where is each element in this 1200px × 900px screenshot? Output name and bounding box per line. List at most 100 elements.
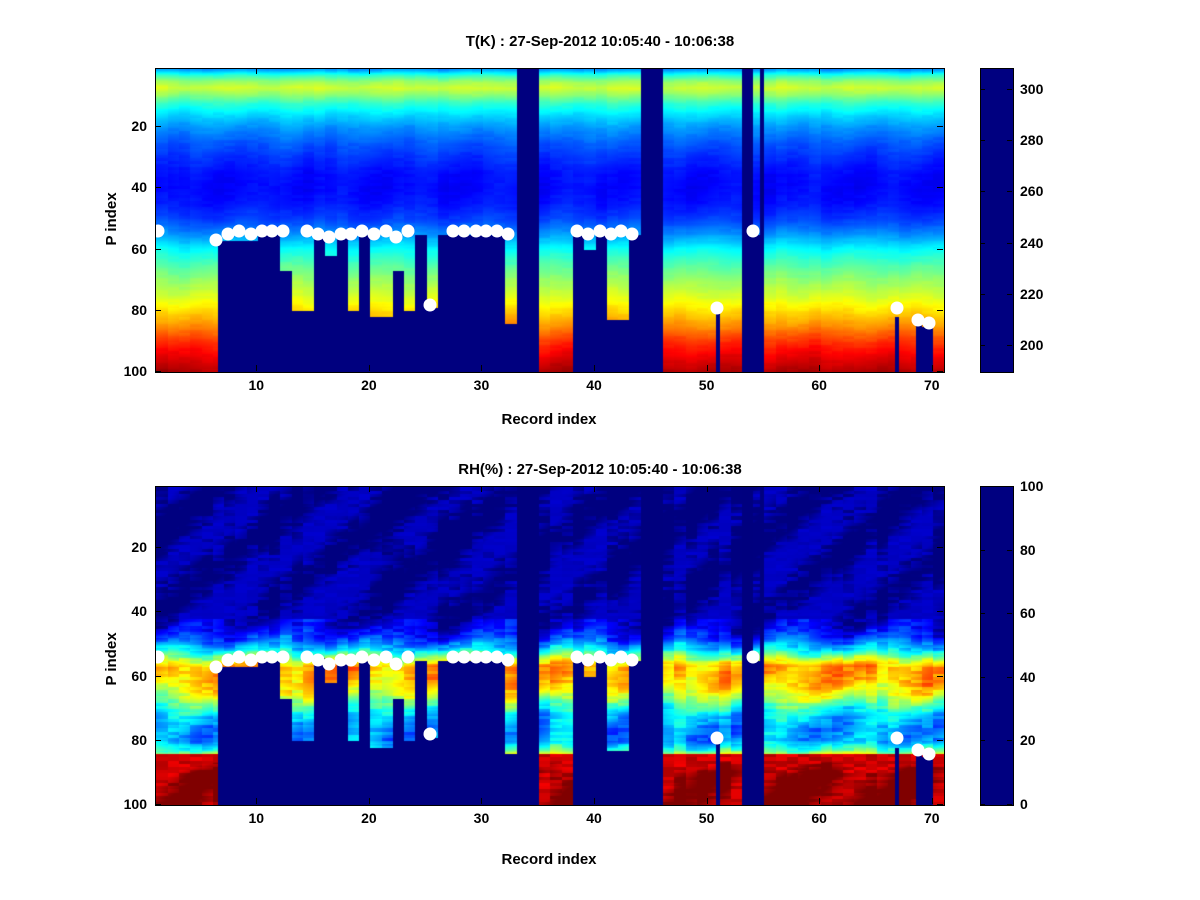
- colorbar-tick-label: 240: [1020, 234, 1044, 251]
- x-tick-mark: [706, 365, 708, 371]
- x-tick-label: 50: [698, 377, 715, 393]
- x-tick-mark-top: [256, 486, 258, 492]
- x-tick-mark-top: [819, 486, 821, 492]
- colorbar-tick-mark-right: [1007, 740, 1012, 742]
- y-tick-mark: [155, 126, 161, 128]
- x-tick-mark: [819, 365, 821, 371]
- plot-title-temperature: T(K) : 27-Sep-2012 10:05:40 - 10:06:38: [465, 33, 735, 50]
- colorbar-tick-mark-right: [1007, 804, 1012, 805]
- panel-temperature: T(K) : 27-Sep-2012 10:05:40 - 10:06:38 1…: [103, 33, 1044, 428]
- y-tick-label: 80: [131, 301, 147, 318]
- colorbar-tick-label: 40: [1020, 668, 1036, 685]
- colorbar-tick-mark-right: [1007, 676, 1012, 678]
- y-tick-mark: [155, 309, 161, 311]
- colorbar-tick-mark-left: [980, 88, 985, 90]
- x-tick-label: 60: [811, 810, 827, 826]
- y-tick-label: 60: [131, 667, 147, 684]
- x-tick-mark-top: [368, 68, 370, 74]
- colorbar-tick-mark-right: [1007, 345, 1012, 347]
- y-tick-label: 100: [123, 363, 147, 379]
- y-tick-mark-right: [937, 126, 943, 128]
- x-tick-label: 40: [586, 810, 602, 826]
- y-tick-label: 20: [131, 118, 147, 135]
- x-tick-mark-top: [481, 486, 483, 492]
- colorbar-relative-humidity[interactable]: [980, 486, 1014, 806]
- x-axis-label-relative-humidity: Record index: [501, 851, 597, 868]
- heatmap-canvas-relative-humidity: [156, 487, 944, 805]
- colorbar-tick-mark-left: [980, 345, 985, 347]
- y-tick-mark: [155, 187, 161, 189]
- x-tick-mark: [368, 365, 370, 371]
- y-tick-mark: [155, 804, 161, 805]
- colorbar-tick-label: 220: [1020, 285, 1044, 302]
- x-tick-label: 20: [361, 377, 377, 393]
- colorbar-tick-mark-left: [980, 293, 985, 295]
- x-tick-label: 20: [361, 810, 377, 826]
- x-tick-mark: [368, 798, 370, 804]
- x-tick-mark-top: [481, 68, 483, 74]
- colorbar-tick-label: 300: [1020, 80, 1044, 97]
- x-tick-mark-top: [931, 486, 933, 492]
- plot-title-relative-humidity: RH(%) : 27-Sep-2012 10:05:40 - 10:06:38: [458, 461, 742, 478]
- colorbar-tick-mark-right: [1007, 139, 1012, 141]
- x-tick-label: 50: [698, 810, 715, 826]
- y-tick-mark: [155, 611, 161, 613]
- x-tick-label: 30: [473, 377, 490, 393]
- x-tick-mark-top: [706, 68, 708, 74]
- y-tick-label: 100: [123, 796, 147, 812]
- colorbar-tick-label: 200: [1020, 337, 1044, 354]
- y-tick-label: 60: [131, 240, 147, 257]
- heatmap-canvas-temperature: [156, 69, 944, 372]
- colorbar-tick-mark-left: [980, 740, 985, 742]
- colorbar-tick-mark-left: [980, 139, 985, 141]
- colorbar-tick-mark-right: [1007, 293, 1012, 295]
- colorbar-tick-mark-left: [980, 191, 985, 193]
- x-tick-mark: [594, 365, 596, 371]
- colorbar-tick-mark-left: [980, 676, 985, 678]
- colorbar-tick-mark-right: [1007, 549, 1012, 551]
- colorbar-tick-label: 260: [1020, 183, 1044, 200]
- x-axis-label-temperature: Record index: [501, 411, 597, 428]
- colorbar-tick-mark-left: [980, 613, 985, 615]
- x-tick-mark-top: [931, 68, 933, 74]
- y-tick-mark-right: [937, 675, 943, 677]
- x-tick-mark: [481, 798, 483, 804]
- y-tick-label: 80: [131, 731, 147, 748]
- x-tick-mark: [256, 365, 258, 371]
- heatmap-axes-temperature[interactable]: [155, 68, 945, 373]
- colorbar-temperature[interactable]: [980, 68, 1014, 373]
- colorbar-tick-label: 280: [1020, 131, 1044, 148]
- x-tick-mark-top: [368, 486, 370, 492]
- colorbar-tick-mark-left: [980, 549, 985, 551]
- colorbar-tick-mark-left: [980, 242, 985, 244]
- colorbar-tick-label: 80: [1020, 541, 1036, 558]
- x-tick-mark: [819, 798, 821, 804]
- x-tick-mark-top: [256, 68, 258, 74]
- y-axis-label-relative-humidity: P index: [103, 632, 120, 686]
- x-tick-mark: [931, 365, 933, 371]
- x-tick-label: 60: [811, 377, 827, 393]
- x-tick-label: 70: [923, 377, 940, 393]
- x-tick-mark: [256, 798, 258, 804]
- colorbar-tick-mark-right: [1007, 486, 1012, 487]
- y-tick-label: 20: [131, 539, 147, 556]
- colorbar-tick-mark-right: [1007, 191, 1012, 193]
- y-tick-mark-right: [937, 804, 943, 805]
- y-tick-mark-right: [937, 547, 943, 549]
- colorbar-tick-mark-left: [980, 486, 985, 487]
- x-tick-label: 70: [923, 810, 940, 826]
- x-tick-mark: [706, 798, 708, 804]
- heatmap-axes-relative-humidity[interactable]: [155, 486, 945, 806]
- y-tick-mark: [155, 248, 161, 250]
- x-tick-label: 10: [248, 377, 265, 393]
- colorbar-gradient-temperature: [981, 69, 1013, 372]
- x-tick-mark: [594, 798, 596, 804]
- y-tick-mark-right: [937, 248, 943, 250]
- x-tick-mark-top: [706, 486, 708, 492]
- colorbar-tick-mark-left: [980, 804, 985, 805]
- colorbar-tick-label: 0: [1020, 796, 1028, 812]
- x-tick-mark-top: [594, 486, 596, 492]
- x-tick-label: 10: [248, 810, 265, 826]
- x-tick-label: 30: [473, 810, 490, 826]
